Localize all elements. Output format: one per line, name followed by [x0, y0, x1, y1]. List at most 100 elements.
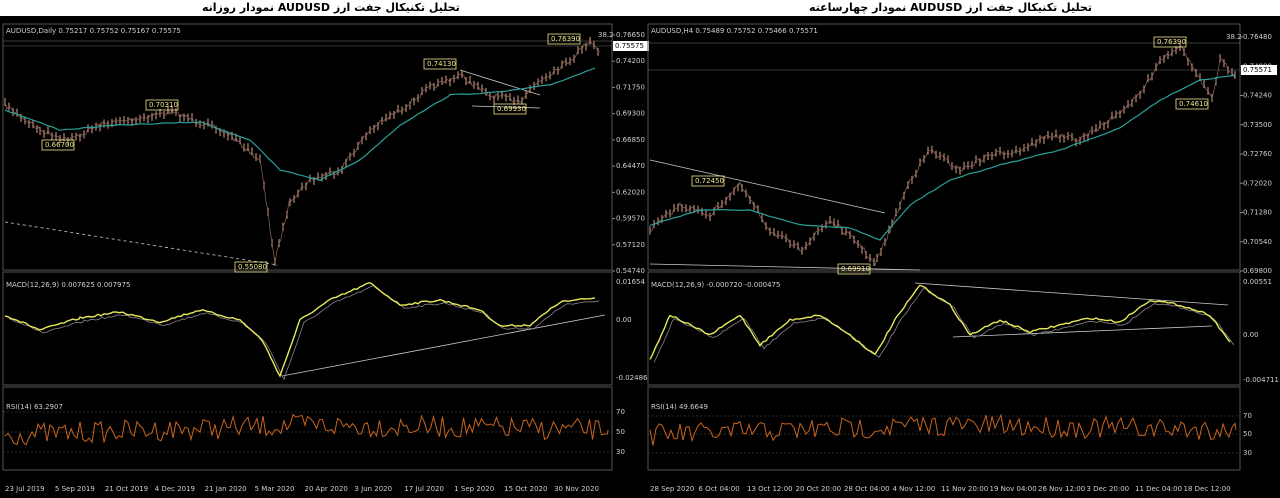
date-label: 19 Nov 04:00 [990, 485, 1037, 493]
price-label: 0.70540 [1243, 238, 1272, 246]
price-annotation: 0.69930 [497, 105, 526, 113]
rsi-level: 70 [616, 408, 625, 416]
date-label: 18 Dec 12:00 [1184, 485, 1231, 493]
date-label: 3 Dec 20:00 [1087, 485, 1130, 493]
rsi-level: 50 [1243, 430, 1252, 438]
price-label: 0.71750 [616, 83, 645, 91]
fib-label: 38.2 [598, 31, 614, 39]
chart-pane [647, 23, 1241, 271]
macd-level: 0.01654 [616, 278, 645, 286]
price-annotation: 0.76390 [1157, 38, 1186, 46]
date-label: 20 Oct 20:00 [796, 485, 842, 493]
macd-level: -0.004711 [1243, 376, 1279, 384]
price-annotation-box [1153, 36, 1187, 48]
title-bar [0, 0, 1280, 16]
price-label: 0.62020 [616, 188, 645, 196]
panel-title: تحلیل تکنیکال جفت ارز AUDUSD نمودار روزا… [202, 1, 460, 14]
rsi-level: 70 [1243, 412, 1252, 420]
symbol-header: AUDUSD,Daily 0.75217 0.75752 0.75167 0.7… [6, 27, 181, 35]
moving-average [649, 74, 1236, 241]
rsi-header: RSI(14) 63.2907 [6, 403, 63, 411]
price-annotation-box [41, 139, 75, 151]
current-price-box [613, 41, 649, 51]
price-annotation-box [234, 261, 268, 273]
current-price: 0.75571 [1243, 66, 1272, 74]
price-annotation: 0.72450 [695, 177, 724, 185]
macd-level: 0.00 [616, 316, 632, 324]
price-label: 0.64470 [616, 162, 645, 170]
price-label: 0.66850 [616, 136, 645, 144]
price-label: 0.69300 [616, 110, 645, 118]
price-annotation: 0.66700 [45, 141, 74, 149]
price-annotation: 0.70310 [149, 101, 178, 109]
date-label: 26 Nov 12:00 [1038, 485, 1085, 493]
trend-line [459, 69, 541, 96]
chart-pane [647, 386, 1241, 471]
price-line [649, 45, 1236, 266]
price-annotation-box [837, 263, 871, 275]
price-annotation-box [145, 99, 179, 111]
date-label: 5 Mar 2020 [255, 485, 295, 493]
rsi-line [4, 413, 609, 446]
price-label: 0.72760 [1243, 150, 1272, 158]
price-label: 0.76480 [1243, 33, 1272, 41]
trend-line [471, 105, 541, 109]
rsi-line [649, 413, 1237, 446]
fib-label: 38.2 [1226, 33, 1242, 41]
price-label: 0.74240 [1243, 92, 1272, 100]
date-label: 11 Dec 04:00 [1135, 485, 1182, 493]
price-annotation: 0.55080 [238, 263, 267, 271]
date-label: 20 Apr 2020 [305, 485, 348, 493]
price-label: 0.73500 [1243, 121, 1272, 129]
date-label: 30 Nov 2020 [554, 485, 599, 493]
price-annotation: 0.76390 [551, 35, 580, 43]
date-label: 15 Oct 2020 [504, 485, 547, 493]
date-label: 17 Jul 2020 [404, 485, 444, 493]
rsi-level: 50 [616, 428, 625, 436]
macd-level: -0.02486 [616, 374, 648, 382]
chart-pane [2, 386, 613, 471]
date-label: 3 Jun 2020 [354, 485, 392, 493]
price-annotation-box [1175, 98, 1209, 110]
date-label: 4 Dec 2019 [155, 485, 195, 493]
macd-header: MACD(12,26,9) 0.007625 0.007975 [6, 281, 130, 289]
price-annotation-box [493, 103, 527, 115]
chart-pane [2, 23, 613, 271]
date-label: 5 Sep 2019 [55, 485, 95, 493]
symbol-header: AUDUSD,H4 0.75489 0.75752 0.75466 0.7557… [651, 27, 818, 35]
price-annotation-box [423, 58, 457, 70]
rsi-level: 30 [1243, 449, 1252, 457]
trend-line [649, 159, 886, 214]
trend-line [649, 263, 921, 271]
date-label: 11 Nov 20:00 [941, 485, 988, 493]
price-label: 0.57120 [616, 241, 645, 249]
date-label: 13 Oct 12:00 [747, 485, 793, 493]
date-label: 23 Jul 2019 [5, 485, 45, 493]
price-annotation-box [547, 33, 581, 45]
rsi-level: 30 [616, 448, 625, 456]
macd-level: 0.00551 [1243, 278, 1272, 286]
trend-line [4, 221, 279, 266]
macd-line [649, 284, 1231, 360]
date-label: 21 Jan 2020 [205, 485, 247, 493]
price-label: 0.74200 [616, 57, 645, 65]
current-price: 0.75575 [615, 42, 644, 50]
date-label: 21 Oct 2019 [105, 485, 148, 493]
panel-title: تحلیل تکنیکال جفت ارز AUDUSD نمودار چهار… [809, 1, 1092, 14]
date-label: 28 Sep 2020 [650, 485, 694, 493]
price-label: 0.59570 [616, 215, 645, 223]
price-label: 0.54740 [616, 267, 645, 275]
date-label: 28 Oct 04:00 [844, 485, 890, 493]
price-line [4, 40, 601, 263]
macd-header: MACD(12,26,9) -0.000720 -0.000475 [651, 281, 780, 289]
rsi-header: RSI(14) 49.6649 [651, 403, 708, 411]
price-label: 0.71280 [1243, 209, 1272, 217]
trend-line [281, 314, 606, 377]
chart-pane [647, 271, 1241, 386]
current-price-box [1241, 65, 1277, 75]
date-label: 4 Nov 12:00 [893, 485, 936, 493]
macd-signal [653, 287, 1235, 363]
macd-line [4, 282, 596, 378]
chart-pane [2, 271, 613, 386]
